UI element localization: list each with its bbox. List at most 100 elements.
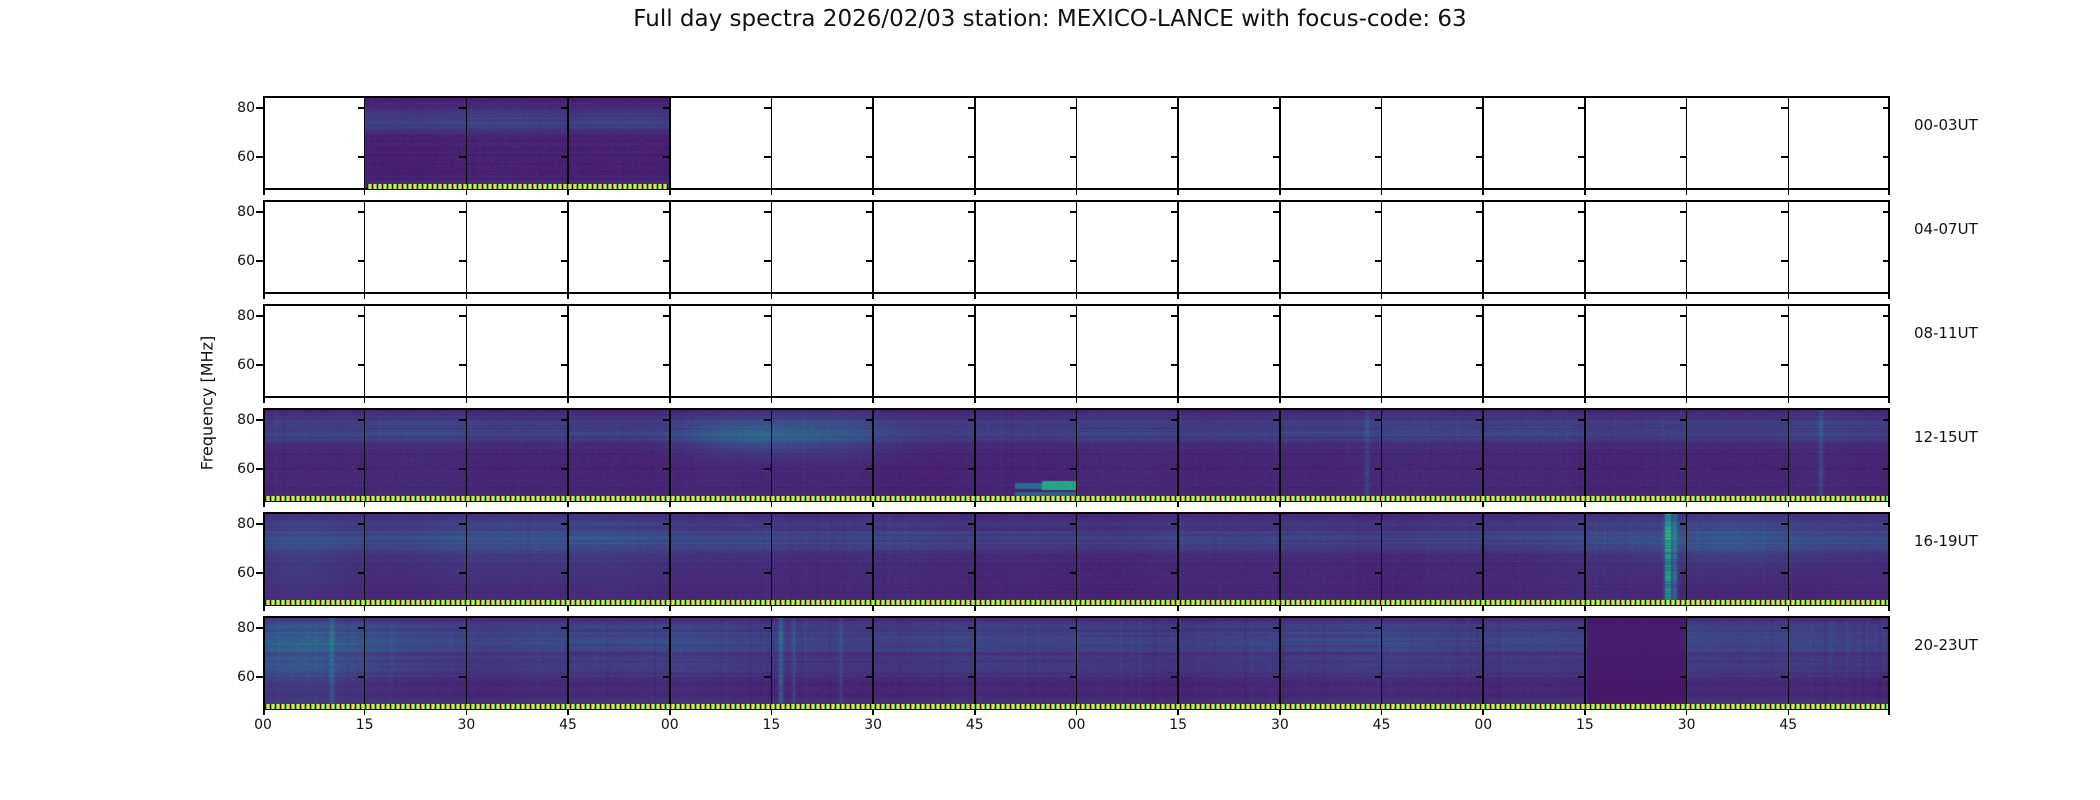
x-tick — [1380, 190, 1383, 195]
y-tick — [1272, 523, 1280, 525]
segment-boundary — [1888, 96, 1890, 190]
y-tick — [561, 107, 569, 109]
y-tick — [459, 260, 467, 262]
y-tick-label: 60 — [237, 461, 255, 477]
segment-boundary — [263, 408, 265, 502]
y-tick — [1577, 468, 1585, 470]
y-tick-label: 60 — [237, 357, 255, 373]
y-tick — [866, 523, 874, 525]
segment-boundary — [363, 304, 366, 398]
segment-boundary — [1177, 304, 1179, 398]
y-tick — [1883, 419, 1890, 421]
x-tick — [1888, 606, 1890, 611]
y-tick — [1476, 468, 1484, 470]
segment-boundary — [872, 96, 874, 190]
x-tick — [1584, 606, 1586, 611]
y-tick — [459, 572, 467, 574]
y-tick — [967, 572, 975, 574]
x-tick — [770, 710, 773, 715]
y-tick — [1171, 156, 1179, 158]
y-tick — [1476, 156, 1484, 158]
x-tick — [465, 502, 468, 507]
segment-boundary — [1584, 96, 1586, 190]
segment-boundary — [872, 616, 874, 710]
segment-boundary — [1177, 96, 1179, 190]
x-tick-label: 00 — [1474, 717, 1493, 733]
x-tick — [1482, 710, 1485, 715]
x-tick — [1482, 398, 1485, 403]
y-tick — [459, 364, 467, 366]
y-tick — [1171, 572, 1179, 574]
x-tick — [1584, 398, 1586, 403]
y-tick — [1069, 156, 1077, 158]
y-tick — [561, 315, 569, 317]
y-tick — [459, 156, 467, 158]
x-tick — [872, 606, 874, 611]
y-tick — [459, 211, 467, 213]
row-time-label: 16-19UT — [1914, 532, 1978, 550]
x-tick — [668, 190, 671, 195]
segment-boundary — [1177, 408, 1179, 502]
segment-boundary — [1177, 616, 1179, 710]
x-tick — [1482, 502, 1485, 507]
y-tick — [1171, 419, 1179, 421]
segment-boundary — [1482, 512, 1485, 606]
y-tick — [866, 211, 874, 213]
y-tick — [1883, 572, 1890, 574]
y-tick — [1069, 364, 1077, 366]
segment-boundary — [1685, 512, 1688, 606]
y-tick — [1171, 260, 1179, 262]
segment-boundary — [1075, 200, 1078, 294]
segment-boundary — [1279, 512, 1281, 606]
y-tick — [967, 419, 975, 421]
y-tick — [1272, 364, 1280, 366]
x-tick — [1584, 190, 1586, 195]
y-tick — [1577, 260, 1585, 262]
y-tick — [1883, 260, 1890, 262]
x-tick — [1380, 294, 1383, 299]
y-tick — [1577, 676, 1585, 678]
y-tick — [256, 211, 263, 213]
segment-boundary — [1279, 616, 1281, 710]
segment-boundary — [770, 96, 773, 190]
y-tick — [1577, 211, 1585, 213]
segment-boundary — [668, 200, 671, 294]
segment-boundary — [465, 200, 468, 294]
y-tick — [1374, 419, 1382, 421]
x-tick — [1584, 502, 1586, 507]
x-tick — [1888, 294, 1890, 299]
x-tick — [872, 502, 874, 507]
y-tick — [459, 107, 467, 109]
y-tick — [561, 260, 569, 262]
y-tick — [1577, 156, 1585, 158]
segment-boundary — [1685, 96, 1688, 190]
y-tick — [1171, 315, 1179, 317]
segment-boundary — [1482, 200, 1485, 294]
y-tick — [967, 364, 975, 366]
y-tick — [357, 260, 365, 262]
segment-boundary — [1787, 512, 1790, 606]
x-tick-label: 45 — [559, 717, 577, 733]
y-tick — [256, 572, 263, 574]
segment-boundary — [1888, 304, 1890, 398]
y-tick — [967, 156, 975, 158]
y-tick — [357, 627, 365, 629]
x-tick — [974, 190, 976, 195]
x-tick — [465, 398, 468, 403]
y-tick — [764, 523, 772, 525]
y-tick — [662, 364, 670, 366]
segment-boundary — [567, 96, 569, 190]
segment-boundary — [1075, 96, 1078, 190]
segment-boundary — [668, 512, 671, 606]
y-tick — [866, 419, 874, 421]
segment-boundary — [974, 200, 976, 294]
spectrogram-row-20-23ut: 80 60 20-23UT — [237, 616, 1978, 715]
y-tick — [662, 627, 670, 629]
x-tick — [567, 190, 569, 195]
y-tick — [1272, 572, 1280, 574]
x-tick — [1380, 710, 1383, 715]
segment-boundary — [465, 96, 468, 190]
y-tick — [1577, 572, 1585, 574]
x-tick — [1380, 606, 1383, 611]
x-tick-label: 30 — [864, 717, 883, 733]
